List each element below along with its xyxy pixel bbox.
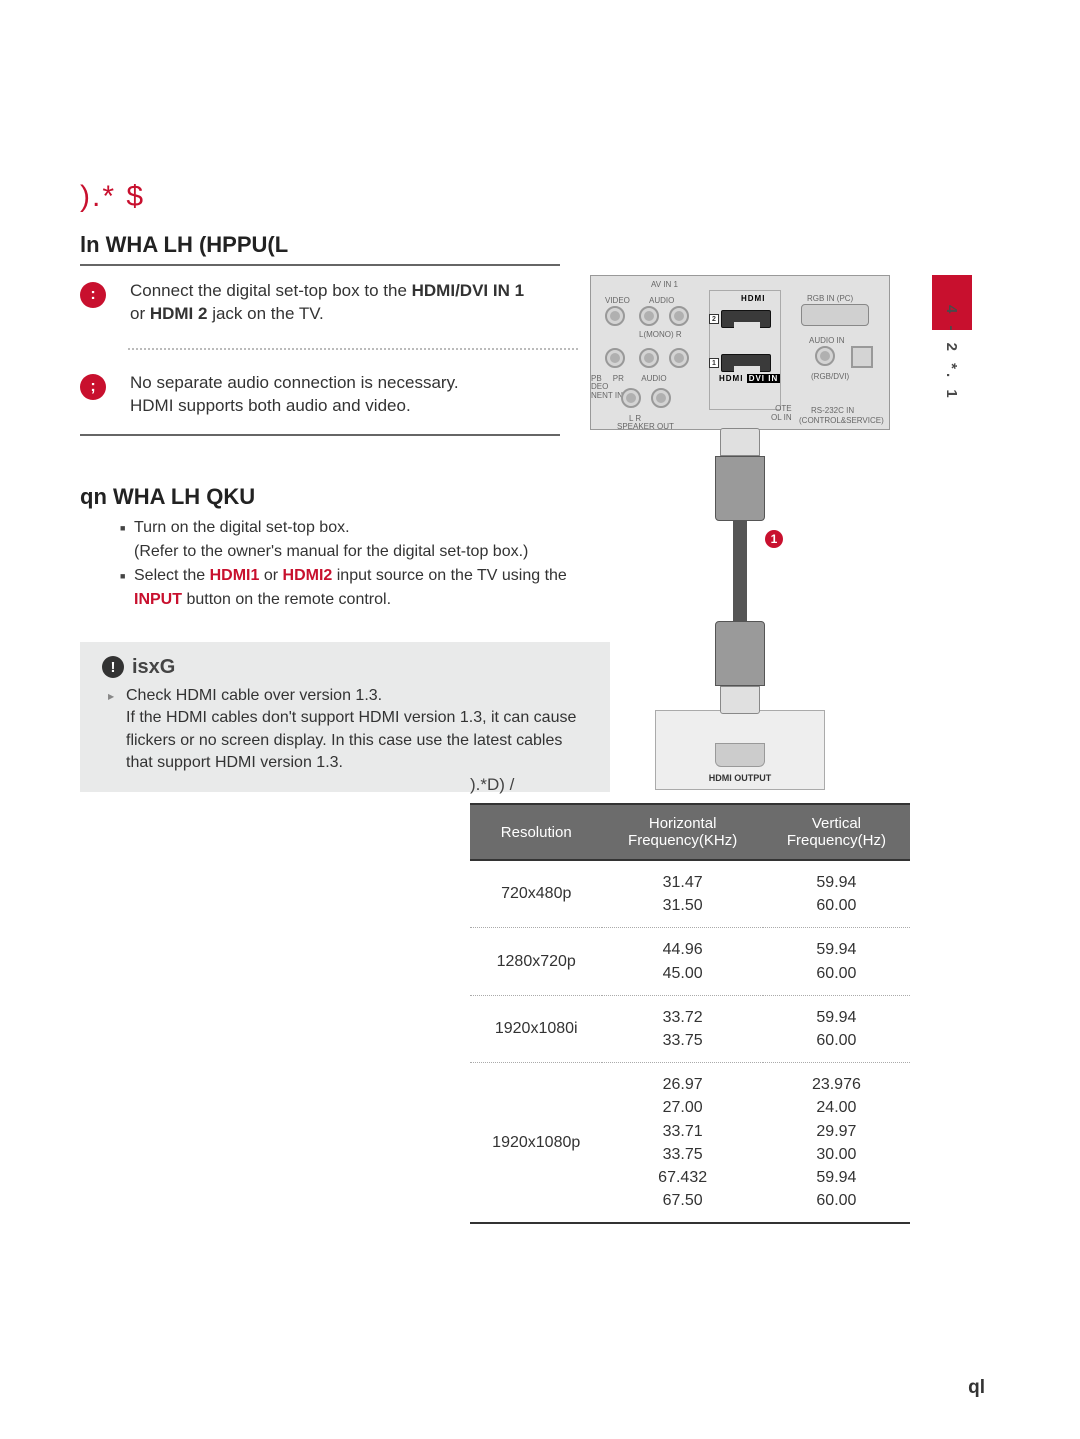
connection-diagram: AV IN 1 VIDEO AUDIO L(MONO) R PB PR AUDI… <box>590 275 890 790</box>
label: RS-232C IN <box>811 406 854 415</box>
list-item: Select the HDMI1 or HDMI2 input source o… <box>120 564 600 612</box>
t: button on the remote control. <box>182 591 391 608</box>
col-horizontal: Horizontal Frequency(KHz) <box>602 804 762 860</box>
label: VIDEO <box>605 296 630 305</box>
list-item: Turn on the digital set-top box. (Refer … <box>120 516 600 564</box>
step-badge-2: ; <box>80 374 106 400</box>
port-number: 2 <box>709 314 719 324</box>
divider <box>80 434 560 436</box>
cell-resolution: 1920x1080p <box>470 1063 602 1224</box>
t: HDMI1 <box>210 567 260 584</box>
t: or <box>259 567 282 584</box>
t: input source on the TV using the <box>332 567 567 584</box>
info-icon: ! <box>102 656 124 678</box>
col-resolution: Resolution <box>470 804 602 860</box>
note-heading: ! isxG <box>102 656 588 679</box>
t: HDMI/DVI IN 1 <box>412 281 524 300</box>
label: HDMI <box>741 294 765 303</box>
t: Turn on the digital set-top box. <box>134 519 350 536</box>
cell-horizontal: 44.9645.00 <box>602 928 762 995</box>
t: INPUT <box>134 591 182 608</box>
cell-vertical: 59.9460.00 <box>763 928 910 995</box>
label: AUDIO IN <box>809 336 845 345</box>
cell-horizontal: 33.7233.75 <box>602 995 762 1062</box>
hdmi-dtv-table: ).*D) / Resolution Horizontal Frequency(… <box>470 775 910 1224</box>
step-badge-1: : <box>80 282 106 308</box>
t: isxG <box>132 656 175 679</box>
table-title: ).*D) / <box>470 775 910 795</box>
cell-resolution: 720x480p <box>470 860 602 928</box>
t: HDMI 2 <box>150 304 208 323</box>
cell-resolution: 1280x720p <box>470 928 602 995</box>
t: No separate audio connection is necessar… <box>130 373 459 392</box>
label: OTE OL IN <box>771 404 792 422</box>
label: HDMI DVI IN <box>719 374 780 383</box>
step-2-text: No separate audio connection is necessar… <box>130 372 459 418</box>
t: (Refer to the owner's manual for the dig… <box>134 543 528 560</box>
label: AV IN 1 <box>651 280 678 289</box>
hdmi-cable: 1 <box>715 430 765 710</box>
label: (CONTROL&SERVICE) <box>799 416 884 425</box>
frequency-table: Resolution Horizontal Frequency(KHz) Ver… <box>470 803 910 1224</box>
section-how-to-connect: ln WHA LH (HPPU(L <box>80 232 1000 258</box>
t: or <box>130 304 150 323</box>
cell-horizontal: 26.9727.0033.7133.7567.43267.50 <box>602 1063 762 1224</box>
note-body: Check HDMI cable over version 1.3. If th… <box>102 685 588 775</box>
page-number: ql <box>968 1377 985 1399</box>
divider <box>80 264 560 266</box>
label: (RGB/DVI) <box>811 372 849 381</box>
step-1-text: Connect the digital set-top box to the H… <box>130 280 530 326</box>
label: AUDIO <box>649 296 674 305</box>
label: RGB IN (PC) <box>807 294 853 303</box>
dotted-divider <box>128 348 578 350</box>
cell-resolution: 1920x1080i <box>470 995 602 1062</box>
t: HDMI supports both audio and video. <box>130 396 411 415</box>
note-box: ! isxG Check HDMI cable over version 1.3… <box>80 642 610 793</box>
cell-horizontal: 31.4731.50 <box>602 860 762 928</box>
side-vertical-text: 4 - 2 *. 1 <box>943 305 960 505</box>
label: L(MONO) R <box>639 330 682 339</box>
t: HDMI2 <box>283 567 333 584</box>
cell-vertical: 59.9460.00 <box>763 860 910 928</box>
t: jack on the TV. <box>207 304 323 323</box>
port-number: 1 <box>709 358 719 368</box>
cell-vertical: 23.97624.0029.9730.0059.9460.00 <box>763 1063 910 1224</box>
cell-vertical: 59.9460.00 <box>763 995 910 1062</box>
cable-number: 1 <box>765 530 783 548</box>
t: Connect the digital set-top box to the <box>130 281 412 300</box>
tv-back-panel: AV IN 1 VIDEO AUDIO L(MONO) R PB PR AUDI… <box>590 275 890 430</box>
page-title: ).* $ <box>80 180 1000 214</box>
label: DEO NENT IN <box>591 382 623 400</box>
label: SPEAKER OUT <box>617 422 674 430</box>
t: Select the <box>134 567 210 584</box>
col-vertical: Vertical Frequency(Hz) <box>763 804 910 860</box>
